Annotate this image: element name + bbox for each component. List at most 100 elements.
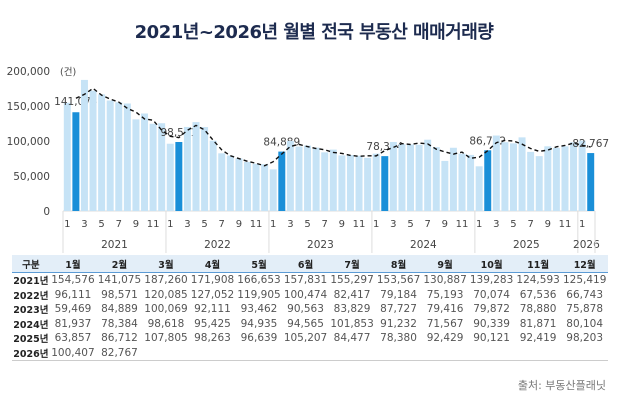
bar [364, 157, 372, 211]
x-tick-label: 9 [545, 219, 551, 230]
table-cell: 92,111 [194, 303, 231, 316]
bar [321, 152, 329, 211]
table-cell: 63,857 [54, 332, 92, 345]
table-cell: 79,416 [426, 303, 464, 316]
table-cell: 78,380 [380, 332, 417, 345]
x-tick-label: 1 [270, 219, 276, 230]
x-tick-label: 3 [390, 219, 396, 230]
table-cell: 92,429 [426, 332, 464, 345]
data-label: 86,712 [469, 135, 506, 147]
table-cell: 124,593 [516, 274, 560, 287]
table-cell [561, 345, 608, 361]
table-cell: 96,639 [240, 332, 278, 345]
year-label: 2023 [307, 239, 334, 251]
bar [329, 149, 337, 211]
bar [346, 155, 354, 211]
table-cell: 157,831 [283, 274, 328, 287]
table-header-cell: 5월 [235, 255, 283, 273]
highlight-bar [484, 150, 492, 211]
table-cell: 100,474 [283, 288, 328, 301]
x-tick-label: 11 [250, 219, 263, 230]
table-cell: 70,074 [473, 288, 510, 301]
table-header-cell: 7월 [328, 255, 376, 273]
table-cell: 84,477 [333, 332, 371, 345]
bar [63, 102, 71, 211]
row-label: 2021년 [13, 276, 49, 288]
table-cell: 139,283 [469, 274, 514, 287]
table-cell: 67,536 [519, 288, 557, 301]
table-row: 2024년 81,937 78,384 98,618 95,425 94,935 94,56… [12, 317, 608, 332]
table-cell: 120,085 [144, 288, 188, 301]
table-cell: 153,567 [376, 274, 421, 287]
x-tick-label: 3 [81, 219, 87, 230]
bar [295, 146, 303, 211]
table-row: 2023년 59,469 84,889 100,069 92,111 93,462 90,5… [12, 302, 608, 317]
x-tick-label: 1 [476, 219, 482, 230]
bar [355, 155, 363, 211]
table-cell: 87,727 [380, 303, 417, 316]
table-cell [468, 345, 515, 361]
bar [252, 163, 260, 211]
bar [106, 100, 114, 211]
x-tick-label: 9 [442, 219, 448, 230]
table-cell: 166,653 [237, 274, 281, 287]
y-tick-label: 50,000 [13, 171, 50, 183]
bar [441, 160, 449, 211]
highlight-bar [381, 156, 389, 211]
bar [115, 102, 123, 211]
table-cell: 78,384 [101, 317, 138, 330]
bar [312, 147, 320, 211]
table-header-cell: 11월 [514, 255, 562, 273]
table-cell: 98,571 [101, 288, 138, 301]
table-cell: 141,075 [97, 274, 142, 287]
x-tick-label: 11 [559, 219, 572, 230]
table-cell [235, 345, 283, 361]
bar [338, 155, 346, 211]
table-cell [328, 345, 376, 361]
bar [492, 135, 500, 211]
table-cell [514, 345, 562, 361]
bar [509, 143, 517, 211]
bar [518, 137, 526, 211]
table-cell: 101,853 [330, 317, 374, 330]
table-header-cell: 10월 [468, 255, 515, 273]
table-cell: 75,878 [566, 303, 604, 316]
x-tick-label: 9 [339, 219, 345, 230]
x-tick-label: 7 [527, 219, 533, 230]
table-cell: 127,052 [190, 288, 235, 301]
bar [398, 144, 406, 211]
x-tick-label: 5 [98, 219, 104, 230]
table-cell: 90,563 [287, 303, 324, 316]
table-cell: 90,339 [473, 317, 510, 330]
bar [458, 153, 466, 211]
table-cell: 96,111 [54, 288, 92, 301]
table-cell: 187,260 [144, 274, 188, 287]
table-cell: 81,871 [519, 317, 557, 330]
highlight-bar [72, 112, 80, 211]
table-cell: 82,417 [333, 288, 371, 301]
y-tick-label: 0 [43, 206, 50, 218]
bar [535, 156, 543, 211]
bar [226, 155, 234, 211]
table-cell: 98,618 [147, 317, 185, 330]
data-table: 구분 1월 2월 3월 4월 5월 6월 7월 8월 9월 10월 11월 12월 2021년 154,5… [12, 255, 608, 361]
table-cell: 83,829 [333, 303, 371, 316]
x-tick-label: 3 [184, 219, 190, 230]
bar [149, 123, 157, 211]
year-label: 2021 [101, 239, 128, 251]
table-header-cell: 구분 [12, 255, 50, 273]
bar [218, 153, 226, 211]
table-cell: 100,407 [49, 345, 97, 361]
bar [89, 90, 97, 211]
table-cell: 105,207 [283, 332, 328, 345]
x-tick-label: 7 [116, 219, 122, 230]
table-cell: 107,805 [144, 332, 188, 345]
table-row: 2026년 100,407 82,767 [12, 345, 608, 361]
table-cell: 155,297 [330, 274, 374, 287]
table-cell: 82,767 [96, 345, 143, 361]
bar [80, 79, 88, 211]
row-label: 2026년 [12, 345, 50, 361]
year-label: 2024 [410, 239, 437, 251]
bar [98, 94, 106, 211]
